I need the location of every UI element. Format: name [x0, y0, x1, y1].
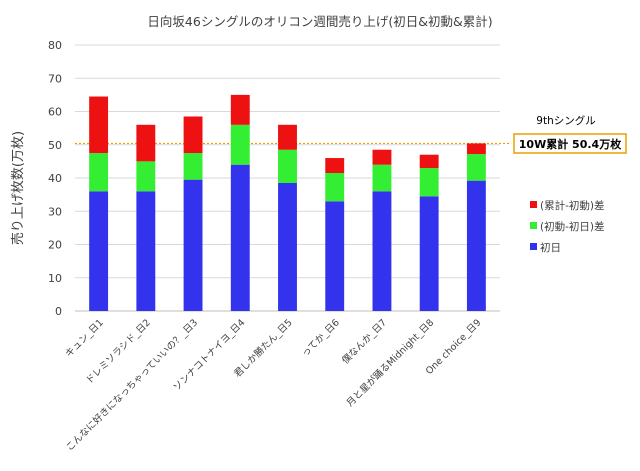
bars: [89, 94, 486, 311]
bar-segment: [466, 143, 486, 155]
bar-segment: [136, 191, 156, 311]
bar-segment: [89, 153, 109, 192]
x-categories: キュン_日1ドレミソラシド_日2こんなに好きになっちゃっていいの？_日3ソンナコ…: [63, 317, 483, 454]
bar-segment: [466, 180, 486, 311]
legend-label: (初動-初日)差: [540, 220, 604, 233]
bar-segment: [419, 196, 439, 311]
bar-segment: [230, 94, 250, 125]
callout-box: [513, 133, 627, 154]
y-tick-label: 40: [48, 172, 62, 185]
chart-title: 日向坂46シングルのオリコン週間売り上げ(初日&初動&累計): [147, 14, 492, 29]
y-tick-label: 60: [48, 106, 62, 119]
bar-segment: [372, 191, 392, 311]
x-tick-label: ってか_日6: [300, 317, 342, 359]
y-axis-label: 売り上げ枚数(万枚): [10, 131, 26, 245]
bar-segment: [183, 116, 203, 154]
bar-segment: [372, 164, 392, 192]
y-tick-label: 20: [48, 239, 62, 252]
legend: (累計-初動)差 (初動-初日)差初日: [530, 199, 604, 254]
x-tick-label: キュン_日1: [63, 317, 105, 359]
y-tick-label: 0: [55, 305, 62, 318]
bar-segment: [419, 154, 439, 169]
bar-segment: [183, 153, 203, 180]
bar-segment: [278, 124, 297, 150]
y-tick-label: 30: [48, 205, 62, 218]
legend-label: (累計-初動)差: [540, 199, 604, 212]
y-tick-label: 80: [48, 39, 62, 52]
bar-segment: [419, 168, 439, 197]
bar-segment: [325, 158, 345, 174]
bar-segment: [325, 173, 345, 202]
legend-swatch: [530, 243, 537, 250]
callout-text: 10W累計 50.4万枚: [519, 137, 622, 151]
annotation-label: 9thシングル: [536, 114, 595, 127]
bar-segment: [230, 124, 250, 165]
bar-segment: [136, 161, 156, 192]
legend-swatch: [530, 201, 537, 208]
bar-segment: [325, 201, 345, 311]
bar-segment: [278, 182, 297, 311]
x-tick-label: 僕なんか_日7: [339, 317, 389, 367]
y-tick-label: 10: [48, 272, 62, 285]
bar-segment: [89, 191, 109, 311]
legend-swatch: [530, 222, 537, 229]
bar-segment: [278, 149, 297, 183]
x-tick-label: 月と星が踊るMidnight_日8: [344, 317, 436, 409]
y-tick-label: 70: [48, 72, 62, 85]
bar-segment: [89, 96, 109, 154]
bar-segment: [183, 179, 203, 311]
legend-label: 初日: [540, 241, 561, 254]
bar-segment: [230, 164, 250, 311]
bar-segment: [372, 149, 392, 165]
y-ticks: 0 10 20 30 40 50 60 70 80: [48, 39, 62, 318]
bar-segment: [466, 154, 486, 181]
y-tick-label: 50: [48, 139, 62, 152]
bar-segment: [136, 124, 156, 162]
